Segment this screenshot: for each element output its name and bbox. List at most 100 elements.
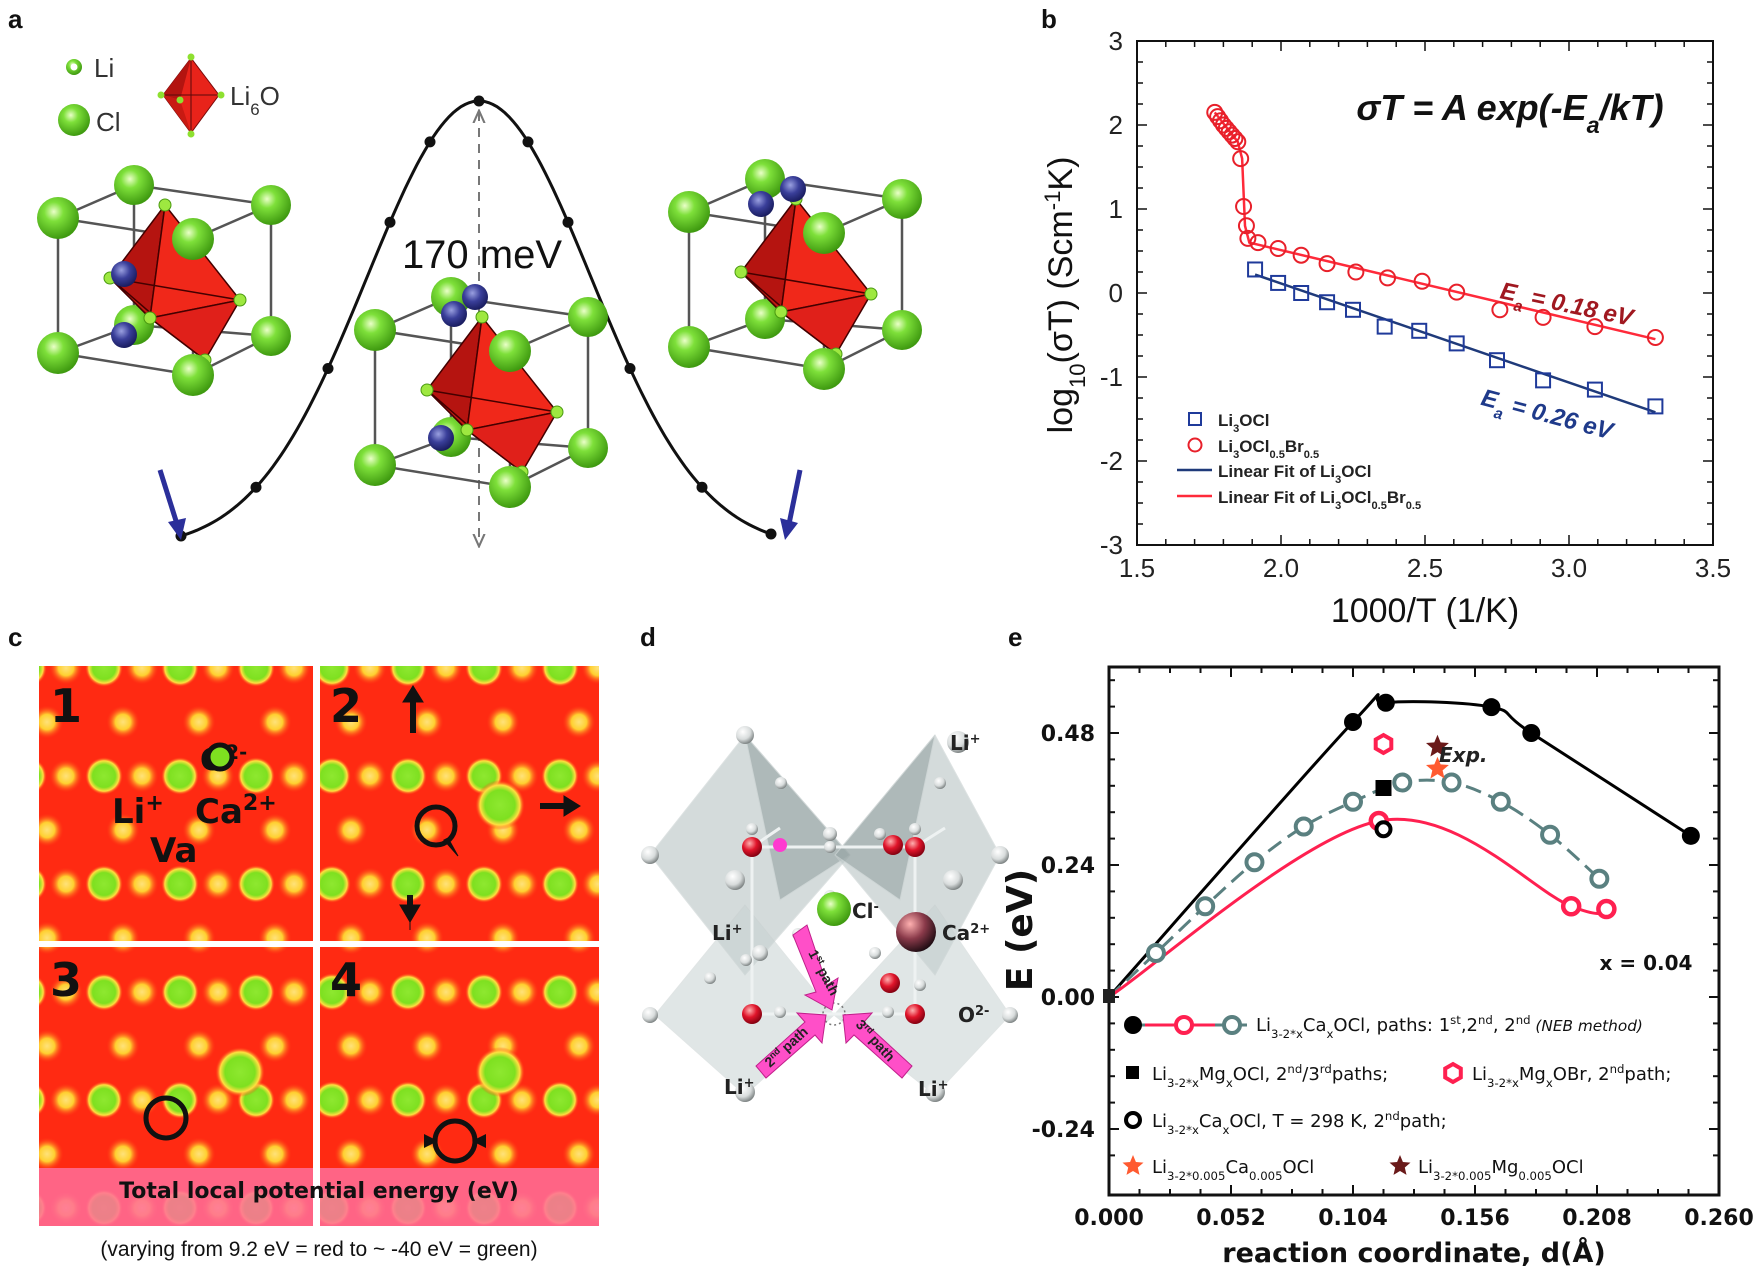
cl-atom: [882, 310, 922, 350]
text-run: 0.5: [1406, 500, 1421, 512]
li-atom: [143, 311, 157, 325]
curve-point: [250, 481, 262, 493]
legend-marker-298k: [1124, 1111, 1142, 1129]
mid-potential-dot: [334, 921, 368, 955]
text-run: Li: [1418, 1157, 1433, 1178]
text-run: /3: [1302, 1064, 1320, 1085]
text-run: OCl: [1341, 462, 1371, 481]
label-o: O2-: [958, 1003, 989, 1027]
data-point-circle: [1209, 108, 1227, 126]
quadrant-2-markers: [399, 685, 581, 930]
b-data: [1206, 103, 1664, 415]
unit-cell: [668, 159, 922, 390]
text-run: x: [1223, 1123, 1230, 1137]
low-potential-dot: [39, 976, 47, 1008]
mid-potential-dot: [258, 1137, 292, 1171]
low-potential-dot: [161, 865, 199, 903]
migrating-li-atom: [111, 261, 137, 287]
panel-c: c 1 2 3 4 O2- Li+ Ca2+ Va: [8, 622, 599, 1261]
text-run: Ca: [1225, 1157, 1249, 1178]
text-run: OCl, T = 298 K, 2: [1229, 1111, 1384, 1132]
li-atom: [704, 972, 716, 984]
low-potential-dot: [389, 1081, 427, 1119]
li-atom: [420, 383, 434, 397]
blue-arrow-left: [157, 469, 186, 540]
low-potential-dot: [389, 666, 427, 687]
li6o-octahedron: [740, 196, 873, 356]
data-point-circle: [1249, 234, 1267, 252]
data-point-neb: [1293, 816, 1314, 837]
mid-potential-dot: [106, 1029, 140, 1063]
low-potential-dot: [313, 973, 351, 1011]
li-atom: [752, 945, 768, 961]
x-tick-label: 0.208: [1562, 1206, 1632, 1231]
mid-potential-dot: [49, 666, 83, 685]
text-run: 3-2*0.005: [1433, 1169, 1491, 1183]
data-point-neb: [1490, 791, 1511, 812]
data-point-circle: [1292, 246, 1310, 264]
text-run: 3: [1233, 449, 1239, 461]
mid-potential-dot: [562, 1029, 596, 1063]
data-point-1st: [1522, 724, 1541, 742]
y-tick-label: -2: [1100, 446, 1123, 476]
cl-atom: [882, 179, 922, 219]
ca-site-dot: [475, 1047, 525, 1097]
mid-potential-dot: [581, 1083, 599, 1117]
li-atom: [934, 777, 946, 789]
text-run: Va: [150, 831, 197, 871]
li6o-octahedron: [426, 314, 559, 474]
low-potential-dot: [161, 666, 199, 687]
text-run: st: [814, 954, 827, 966]
data-point-neb: [1392, 772, 1413, 793]
text-run: 3: [1335, 474, 1341, 486]
text-run: E: [1498, 277, 1520, 307]
cl-atom: [251, 316, 291, 356]
data-point-square: [1411, 322, 1428, 339]
data-point-circle: [1318, 255, 1336, 273]
y-tick-label: 2: [1109, 110, 1123, 140]
e-legend: Li3-2*xCaxOCl, paths: 1st,2nd, 2nd (NEB …: [1122, 1013, 1671, 1183]
text-run: path;: [1624, 1064, 1671, 1085]
low-potential-dot: [39, 1084, 47, 1116]
text-run: -1: [1040, 191, 1065, 211]
mid-potential-dot: [353, 867, 387, 901]
low-potential-dot: [465, 865, 503, 903]
series-line-2nd-path: [1108, 817, 1607, 999]
low-potential-dot: [541, 666, 579, 687]
mid-potential-dot: [182, 705, 216, 739]
mid-potential-dot: [106, 705, 140, 739]
e-plot-frame: [1107, 665, 1721, 1197]
text-run: x: [1226, 1076, 1233, 1090]
mid-potential-dot: [182, 1029, 216, 1063]
data-point-neb: [1244, 852, 1265, 873]
data-point-circle: [1229, 133, 1247, 151]
low-potential-dot: [541, 1081, 579, 1119]
low-potential-dot: [313, 666, 351, 687]
text-run: -: [874, 900, 879, 915]
text-run: nd: [1610, 1062, 1625, 1076]
cl-atom: [489, 330, 531, 372]
legend-entry: Li3-2*0.005Ca0.005OCl: [1152, 1157, 1314, 1183]
low-potential-dot: [237, 973, 275, 1011]
low-potential-dot: [85, 757, 123, 795]
text-run: Li: [230, 81, 250, 111]
mid-potential-dot: [562, 813, 596, 847]
li-atom: [864, 287, 878, 301]
text-run: nd: [1516, 1013, 1531, 1027]
li6o-octahedron: [109, 202, 242, 362]
mid-potential-dot: [429, 1083, 463, 1117]
mid-potential-dot: [106, 1137, 140, 1171]
text-run: Li: [724, 1075, 744, 1099]
cl-atom-icon: [58, 104, 90, 136]
text-run: Li: [712, 921, 732, 945]
label-li-bottom-left: Li+: [724, 1075, 755, 1099]
oxygen-marker: [205, 742, 235, 772]
x-tick-label: 2.0: [1263, 553, 1299, 583]
text-run: 3-2*x: [1487, 1076, 1519, 1090]
data-point-neb: [1195, 896, 1216, 917]
data-point-square: [1448, 335, 1465, 352]
li-atom: [550, 405, 564, 419]
panel-label-e: e: [1008, 622, 1022, 652]
mid-potential-dot: [486, 1137, 520, 1171]
cell-edge: [57, 351, 194, 377]
